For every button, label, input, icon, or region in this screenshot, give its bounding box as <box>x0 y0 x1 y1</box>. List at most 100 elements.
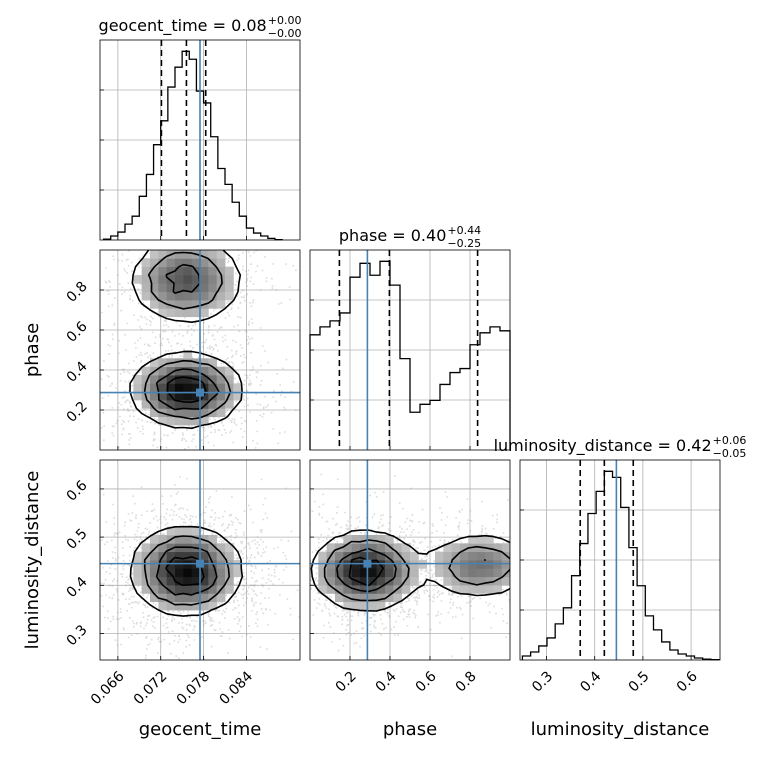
density-cell <box>360 576 369 586</box>
density-cell <box>150 568 159 578</box>
density-cell <box>476 551 486 561</box>
density-cell <box>443 543 453 553</box>
x-tick-label: 0.8 <box>453 668 480 695</box>
density-cell <box>468 585 478 594</box>
density-cell <box>401 576 411 586</box>
density-cell <box>158 416 168 426</box>
density-cell <box>133 275 143 284</box>
density-cell <box>360 535 369 544</box>
density-cell <box>335 576 344 586</box>
density-cell <box>133 551 143 561</box>
density-cell <box>191 526 201 536</box>
density-cell <box>200 568 209 578</box>
density-cell <box>376 543 386 553</box>
density-cell <box>158 593 168 603</box>
density-cell <box>200 366 209 376</box>
density-cell <box>175 601 184 611</box>
title-lower-error: −0.25 <box>447 237 481 250</box>
density-cell <box>200 391 209 401</box>
density-cell <box>225 291 234 301</box>
panel-frame <box>519 459 721 661</box>
density-cell <box>200 283 209 293</box>
density-cell <box>158 300 168 309</box>
density-cell <box>175 300 184 309</box>
panel-frame <box>99 459 301 661</box>
panel-frame <box>99 39 301 241</box>
density-cell <box>401 551 411 561</box>
density-cell <box>216 258 226 268</box>
y-tick-label: 0.8 <box>64 279 91 306</box>
density-cell <box>158 283 168 293</box>
density-cell <box>183 366 193 376</box>
density-cell <box>175 358 184 368</box>
density-cell <box>150 250 159 259</box>
density-cell <box>183 551 193 561</box>
density-cell <box>191 383 201 393</box>
density-cell <box>443 568 453 578</box>
density-cell <box>175 400 184 409</box>
scatter-panel-phase-luminosity_distance <box>309 459 511 661</box>
density-cell <box>191 275 201 284</box>
density-cell <box>200 250 209 259</box>
density-cell <box>476 576 486 586</box>
contour-line <box>323 539 510 602</box>
density-cell <box>343 568 353 578</box>
density-cell <box>183 400 193 409</box>
density-cell <box>216 391 226 401</box>
panel-content <box>100 250 300 450</box>
density-cell <box>150 266 159 276</box>
density-cell <box>175 308 184 318</box>
density-cell <box>216 593 226 603</box>
panel-title-luminosity_distance: luminosity_distance = 0.42 +0.06−0.05 <box>494 434 747 460</box>
histogram-panel-luminosity_distance: luminosity_distance = 0.42 +0.06−0.05 <box>494 434 747 661</box>
density-cell <box>158 585 168 594</box>
density-cell <box>200 266 209 276</box>
density-cell <box>166 408 176 418</box>
truth-marker <box>196 388 204 397</box>
density-cell <box>175 391 184 401</box>
density-cell <box>141 291 151 301</box>
density-cell <box>175 416 184 426</box>
density-cell <box>175 568 184 578</box>
density-cell <box>183 266 193 276</box>
density-cell <box>175 266 184 276</box>
density-cell <box>183 275 193 284</box>
density-cell <box>166 551 176 561</box>
density-cell <box>360 601 369 611</box>
y-axis-label-phase: phase <box>22 323 43 377</box>
density-cell <box>200 585 209 594</box>
x-axis-label-geocent_time: geocent_time <box>139 719 262 740</box>
density-cell <box>225 585 234 594</box>
density-cell <box>200 408 209 418</box>
density-cell <box>150 551 159 561</box>
title-lower-error: −0.00 <box>268 27 302 40</box>
density-cell <box>141 400 151 409</box>
density-cell <box>166 258 176 268</box>
y-tick-label: 0.6 <box>64 477 91 504</box>
density-cell <box>208 576 218 586</box>
density-cell <box>166 601 176 611</box>
density-cell <box>150 358 159 368</box>
density-cell <box>208 568 218 578</box>
density-cell <box>208 585 218 594</box>
density-cell <box>335 593 344 603</box>
histogram-geocent_time <box>102 50 283 241</box>
density-cell <box>225 275 234 284</box>
density-cell <box>208 375 218 384</box>
density-cell <box>183 291 193 301</box>
density-cell <box>158 291 168 301</box>
density-cell <box>460 568 469 578</box>
density-cell <box>200 258 209 268</box>
density-cell <box>225 266 234 276</box>
density-cell <box>351 535 361 544</box>
histogram-panel-geocent_time: geocent_time = 0.08 +0.00−0.00 <box>99 14 302 241</box>
density-cell <box>385 568 394 578</box>
density-cell <box>166 283 176 293</box>
density-cell <box>360 568 369 578</box>
density-cell <box>208 250 218 259</box>
density-cell <box>216 383 226 393</box>
density-cell <box>208 291 218 301</box>
density-cell <box>191 308 201 318</box>
density-cell <box>351 543 361 553</box>
density-cell <box>233 383 243 393</box>
